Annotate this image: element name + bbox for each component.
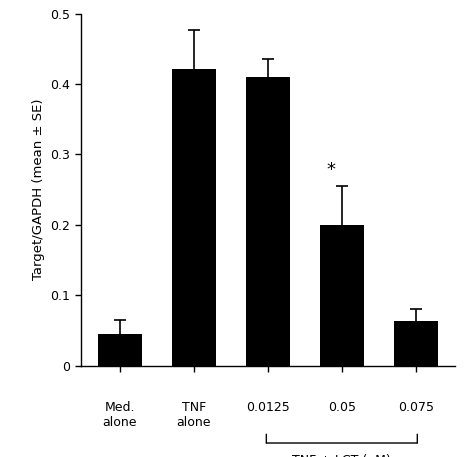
- Bar: [246, 77, 290, 366]
- Text: 0.0125: 0.0125: [246, 401, 290, 414]
- Bar: [98, 334, 142, 366]
- Text: TNF + LCT (μM): TNF + LCT (μM): [292, 453, 391, 457]
- Y-axis label: Target/GAPDH (mean ± SE): Target/GAPDH (mean ± SE): [32, 99, 45, 281]
- Text: 0.075: 0.075: [398, 401, 434, 414]
- Text: *: *: [326, 161, 335, 179]
- Text: Med.
alone: Med. alone: [102, 401, 137, 429]
- Text: TNF
alone: TNF alone: [176, 401, 211, 429]
- Text: 0.05: 0.05: [328, 401, 356, 414]
- Bar: [172, 69, 216, 366]
- Bar: [393, 321, 438, 366]
- Bar: [319, 225, 364, 366]
